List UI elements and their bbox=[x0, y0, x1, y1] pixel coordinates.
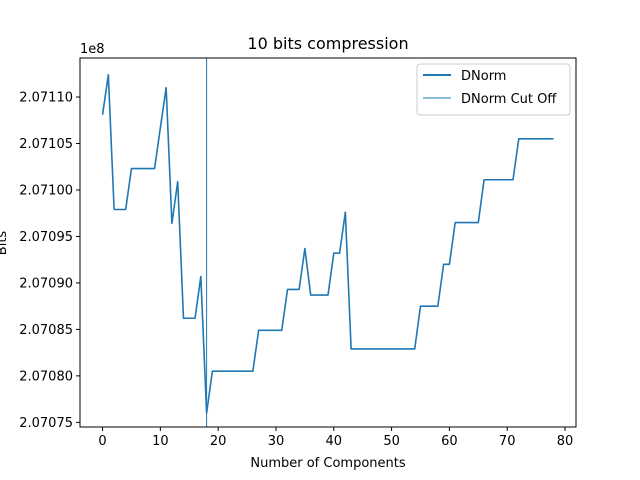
plot-frame bbox=[79, 57, 577, 428]
y-tick-label: 2.07085 bbox=[19, 323, 73, 338]
y-tick-label: 2.07105 bbox=[19, 137, 73, 152]
plot-area bbox=[79, 57, 577, 428]
x-tick-label: 40 bbox=[326, 434, 343, 449]
y-tick-label: 2.07095 bbox=[19, 230, 73, 245]
y-tick-label: 2.07080 bbox=[19, 369, 73, 384]
x-tick-label: 80 bbox=[557, 434, 574, 449]
x-axis-ticks: 0 10 20 30 40 50 60 70 80 bbox=[98, 427, 573, 449]
chart-title: 10 bits compression bbox=[247, 34, 408, 53]
x-tick-label: 10 bbox=[152, 434, 169, 449]
y-tick-label: 2.07090 bbox=[19, 276, 73, 291]
legend-box bbox=[416, 63, 571, 116]
y-tick-label: 2.07075 bbox=[19, 416, 73, 431]
x-tick-label: 20 bbox=[210, 434, 227, 449]
x-axis-label: Number of Components bbox=[250, 456, 405, 471]
x-tick-label: 60 bbox=[441, 434, 458, 449]
legend: DNorm DNorm Cut Off bbox=[416, 63, 571, 116]
y-axis-offset-text: 1e8 bbox=[80, 42, 105, 57]
x-tick-label: 0 bbox=[98, 434, 106, 449]
x-tick-label: 70 bbox=[499, 434, 516, 449]
x-tick-label: 30 bbox=[268, 434, 285, 449]
legend-label-cutoff: DNorm Cut Off bbox=[461, 92, 557, 107]
y-axis-ticks: 2.07075 2.07080 2.07085 2.07090 2.07095 2.071… bbox=[19, 91, 80, 431]
y-tick-label: 2.07110 bbox=[19, 91, 73, 106]
legend-label-dnorm: DNorm bbox=[461, 69, 506, 84]
y-tick-label: 2.07100 bbox=[19, 183, 73, 198]
x-tick-label: 50 bbox=[383, 434, 400, 449]
y-axis-label: Bits bbox=[0, 231, 10, 256]
